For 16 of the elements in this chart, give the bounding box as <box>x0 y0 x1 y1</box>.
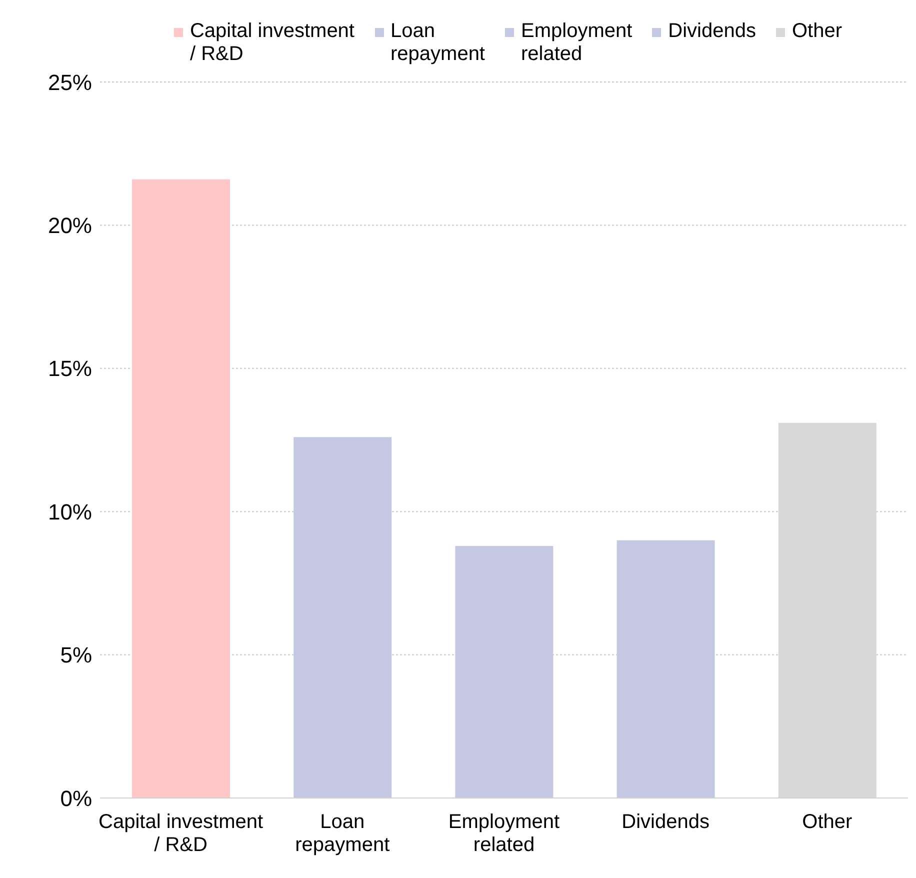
legend-label: Other <box>792 20 842 43</box>
y-tick-label: 0% <box>60 786 92 811</box>
y-tick-label: 20% <box>48 213 92 238</box>
x-tick-label: Dividends <box>622 811 710 833</box>
legend-label: Capital investment / R&D <box>190 20 354 66</box>
y-tick-label: 25% <box>48 70 92 95</box>
y-tick-label: 5% <box>60 642 92 668</box>
x-tick-label: Loan repayment <box>295 811 390 856</box>
y-tick-label: 15% <box>48 356 92 382</box>
x-tick-label: Employment related <box>448 811 560 856</box>
x-tick-label: Other <box>802 811 853 833</box>
legend-label: Employment related <box>521 20 632 66</box>
x-tick-label: Capital investment / R&D <box>98 811 264 856</box>
y-tick-label: 10% <box>48 499 92 524</box>
legend-label: Loan repayment <box>390 20 485 66</box>
legend-label: Dividends <box>668 20 756 43</box>
